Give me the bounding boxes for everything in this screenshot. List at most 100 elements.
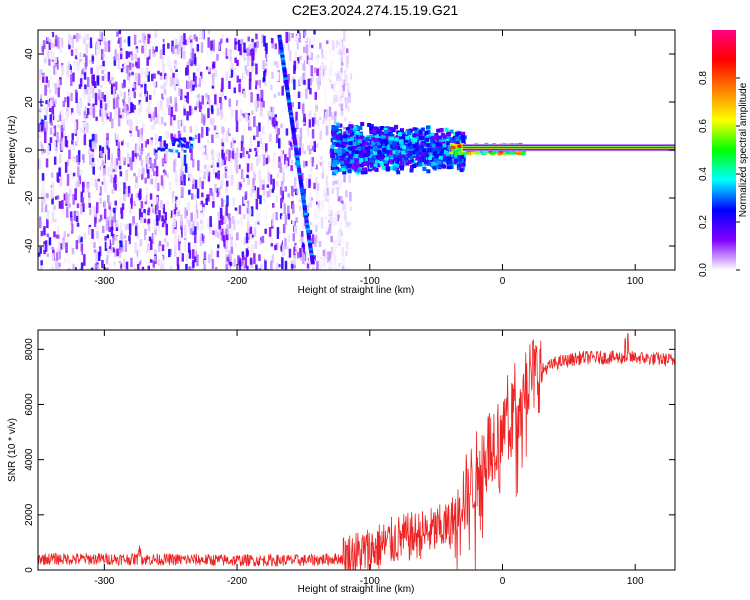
spectrogram-cell xyxy=(180,144,184,148)
spectrogram-cell xyxy=(260,159,263,163)
spectrogram-cell xyxy=(224,115,227,121)
spectrogram-cell xyxy=(144,177,147,184)
spectrogram-cluster-cell xyxy=(352,141,357,146)
spectrogram-cell xyxy=(38,237,41,244)
spectrogram-cell xyxy=(181,146,184,152)
spectrogram-cell xyxy=(238,205,242,215)
spectrogram-cell xyxy=(266,184,270,188)
spectrogram-cell xyxy=(343,30,346,42)
spectrogram-cell xyxy=(116,31,119,37)
spectrogram-cell xyxy=(230,228,234,238)
spectrogram-cell xyxy=(106,133,109,141)
spectrogram-cluster-cell xyxy=(403,147,407,152)
spectrogram-cluster-cell xyxy=(394,137,399,142)
spectrogram-cell xyxy=(181,171,184,181)
spectrogram-cell xyxy=(135,198,138,205)
spectrogram-cell xyxy=(321,67,324,72)
spectrogram-track-cell xyxy=(290,120,295,124)
spectrogram-cell xyxy=(201,215,205,227)
spectrogram-cell xyxy=(160,76,163,86)
spectrogram-cell xyxy=(48,59,51,66)
spectrogram-cluster-cell xyxy=(387,131,392,136)
spectrogram-cell xyxy=(233,258,236,267)
spectrogram-cell xyxy=(166,173,169,178)
spectrogram-cell xyxy=(138,137,141,145)
spectrogram-cell xyxy=(344,69,347,80)
spectrogram-cell xyxy=(87,84,90,94)
spectrogram-cell xyxy=(333,62,336,74)
spectrogram-cell xyxy=(40,230,44,237)
spectrogram-cell xyxy=(347,96,350,103)
spectrogram-cell xyxy=(181,135,185,148)
spectrogram-cell xyxy=(313,67,317,73)
spectrogram-cell xyxy=(168,208,171,218)
spectrogram-cell xyxy=(200,212,203,221)
spectrogram-cell xyxy=(108,215,112,228)
spectrogram-track-cell xyxy=(289,112,293,117)
x-tick-label: 0 xyxy=(500,276,506,287)
spectrogram-cluster-cell xyxy=(355,130,360,135)
spectrogram-track-cell xyxy=(310,260,315,265)
spectrogram-cluster-cell xyxy=(407,130,412,135)
spectrogram-cell xyxy=(295,217,298,223)
spectrogram-cell xyxy=(157,258,160,266)
spectrogram-cell xyxy=(90,67,93,74)
y-tick-label: 4000 xyxy=(24,448,35,471)
spectrogram-cell xyxy=(117,107,121,119)
spectrogram-cluster-cell xyxy=(394,145,399,150)
spectrogram-cluster-cell xyxy=(402,145,407,150)
spectrogram-cell xyxy=(147,46,150,57)
spectrogram-cluster-cell xyxy=(432,165,437,170)
spectrogram-cell xyxy=(286,157,290,167)
spectrogram-cell xyxy=(228,149,231,162)
spectrogram-track-cell xyxy=(307,235,311,240)
spectrogram-cell xyxy=(112,247,116,253)
spectrogram-cell xyxy=(335,81,339,85)
spectrogram-cell xyxy=(39,184,43,191)
spectrogram-cell xyxy=(110,153,113,166)
spectrogram-cluster-cell xyxy=(381,165,386,170)
spectrogram-cell xyxy=(153,73,156,79)
spectrogram-cell xyxy=(266,71,270,82)
spectrogram-cell xyxy=(293,247,296,258)
spectrogram-cell xyxy=(321,48,324,58)
spectrogram-cell xyxy=(150,268,153,270)
spectrogram-cell xyxy=(318,65,321,77)
spectrogram-cell xyxy=(210,154,213,166)
spectrogram-cell xyxy=(297,102,301,109)
spectrogram-cell xyxy=(85,43,88,55)
spectrogram-cell xyxy=(185,253,188,262)
spectrogram-cell xyxy=(119,187,122,192)
spectrogram-cell xyxy=(323,259,326,267)
spectrogram-cell xyxy=(202,115,206,126)
spectrogram-cell xyxy=(49,127,53,135)
spectrogram-cell xyxy=(322,44,326,55)
spectrogram-cell xyxy=(258,212,262,224)
spectrogram-cell xyxy=(242,177,245,183)
spectrogram-cluster-cell xyxy=(331,154,336,159)
spectrogram-cell xyxy=(206,169,209,176)
spectrogram-cell xyxy=(199,234,203,246)
spectrogram-cell xyxy=(336,186,340,198)
spectrogram-cell xyxy=(125,261,129,270)
spectrogram-cell xyxy=(163,242,167,248)
spectrogram-cell xyxy=(163,89,167,95)
spectrogram-cluster-cell xyxy=(354,150,359,155)
spectrogram-cell xyxy=(193,194,197,201)
spectrogram-cell xyxy=(276,180,279,187)
spectrogram-cell xyxy=(81,197,85,207)
spectrogram-cell xyxy=(93,249,97,253)
spectrogram-cell xyxy=(154,81,158,88)
spectrogram-cluster-cell xyxy=(342,138,347,142)
spectrogram-cell xyxy=(212,201,215,208)
spectrogram-cell xyxy=(160,203,164,209)
spectrogram-cell xyxy=(281,215,284,221)
spectrogram-cell xyxy=(336,98,339,103)
spectrogram-track-cell xyxy=(279,47,284,52)
spectrogram-cluster-cell xyxy=(399,157,404,162)
spectrogram-cell xyxy=(172,77,176,88)
spectrogram-cell xyxy=(240,216,243,226)
spectrogram-cluster-cell xyxy=(338,133,343,138)
spectrogram-cell xyxy=(178,205,182,210)
spectrogram-cell xyxy=(280,123,283,129)
